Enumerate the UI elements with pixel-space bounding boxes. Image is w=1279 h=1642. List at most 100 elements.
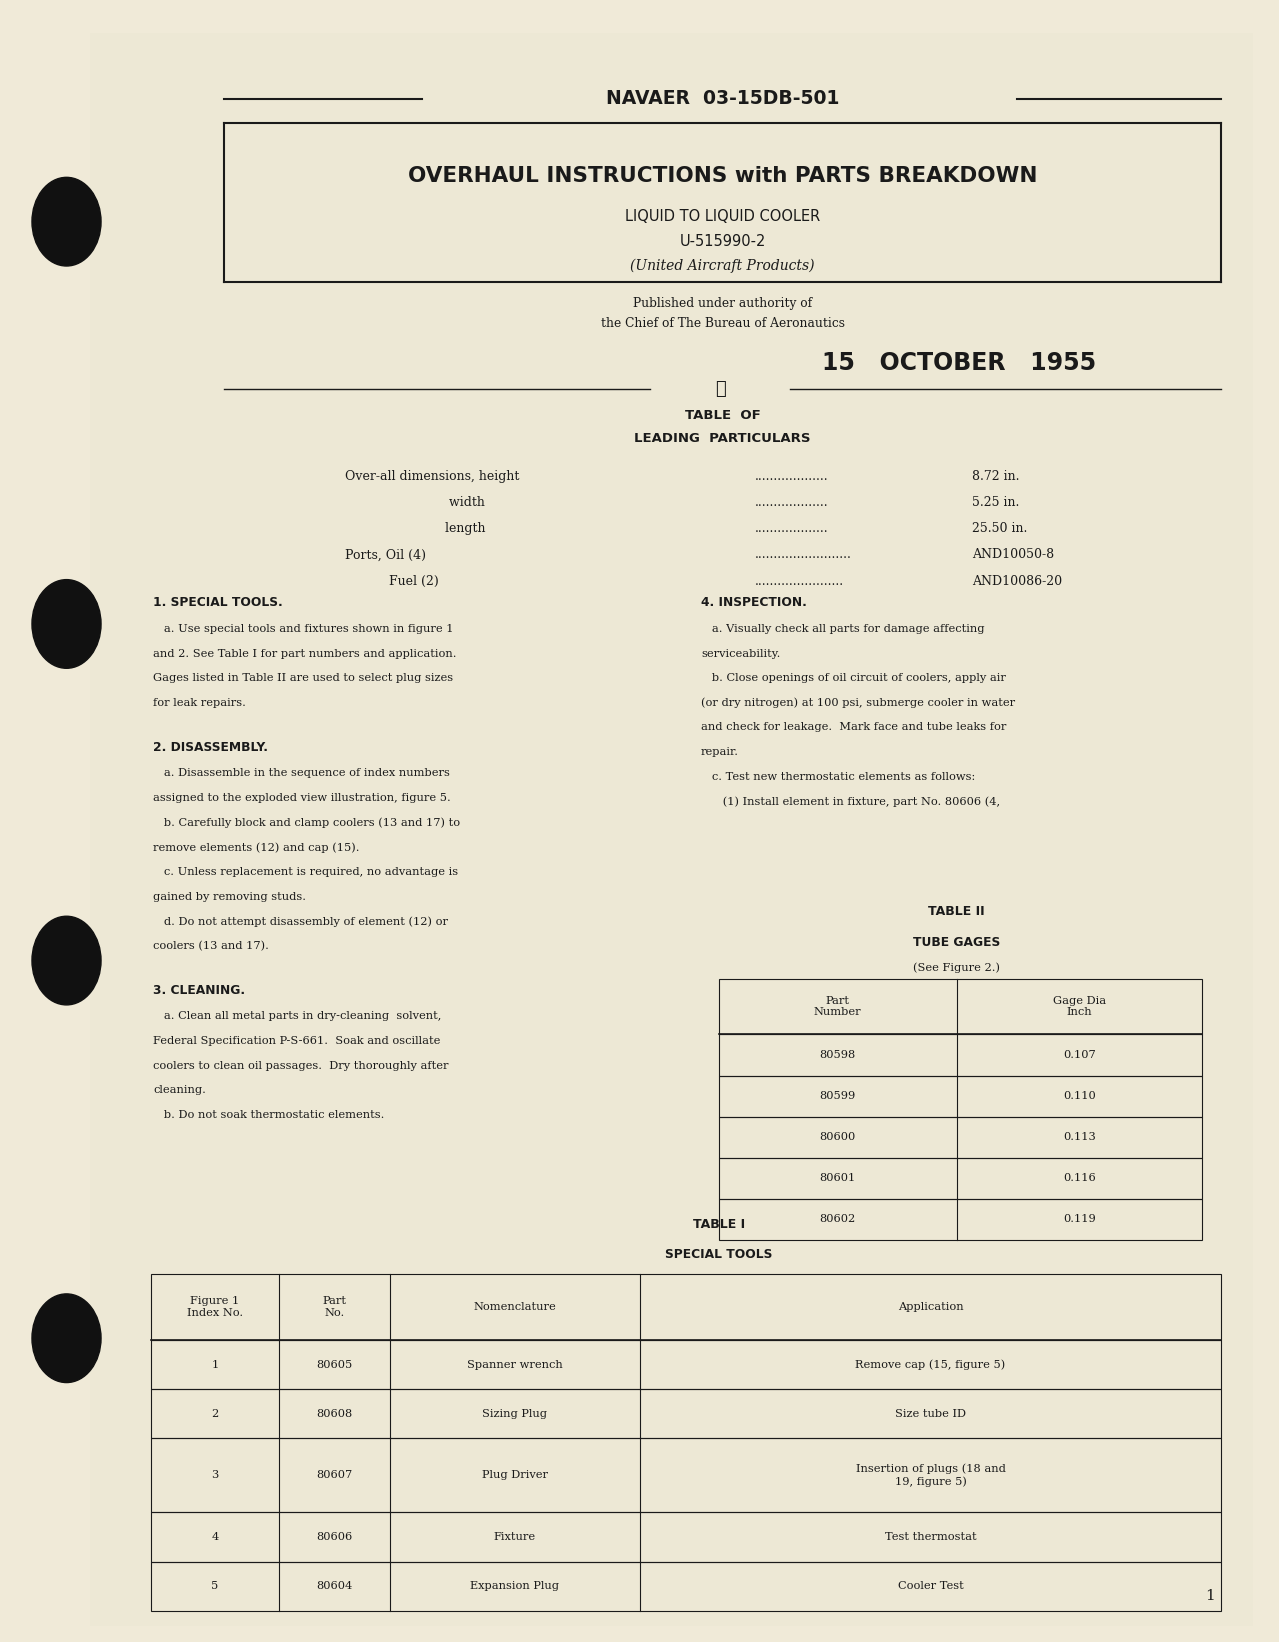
Text: c. Unless replacement is required, no advantage is: c. Unless replacement is required, no ad… bbox=[153, 867, 459, 877]
Text: Application: Application bbox=[898, 1302, 963, 1312]
Text: 1: 1 bbox=[211, 1360, 219, 1369]
Text: repair.: repair. bbox=[701, 747, 739, 757]
Text: NAVAER  03-15DB-501: NAVAER 03-15DB-501 bbox=[606, 89, 839, 108]
Text: (United Aircraft Products): (United Aircraft Products) bbox=[631, 259, 815, 273]
Text: LIQUID TO LIQUID COOLER: LIQUID TO LIQUID COOLER bbox=[625, 209, 820, 225]
Text: b. Close openings of oil circuit of coolers, apply air: b. Close openings of oil circuit of cool… bbox=[701, 673, 1005, 683]
Text: 5: 5 bbox=[211, 1581, 219, 1591]
Text: 4: 4 bbox=[211, 1532, 219, 1542]
Text: cleaning.: cleaning. bbox=[153, 1085, 206, 1095]
Text: Federal Specification P-S-661.  Soak and oscillate: Federal Specification P-S-661. Soak and … bbox=[153, 1036, 441, 1046]
Text: 80600: 80600 bbox=[820, 1131, 856, 1143]
Text: Published under authority of: Published under authority of bbox=[633, 297, 812, 310]
Text: ★: ★ bbox=[715, 381, 725, 397]
Bar bbox=[151, 1274, 1221, 1340]
Bar bbox=[151, 1438, 1221, 1512]
Text: Gage Dia
Inch: Gage Dia Inch bbox=[1053, 995, 1106, 1018]
Text: Expansion Plug: Expansion Plug bbox=[471, 1581, 559, 1591]
Text: 80606: 80606 bbox=[316, 1532, 353, 1542]
Text: 80601: 80601 bbox=[820, 1172, 856, 1184]
Text: TABLE  OF: TABLE OF bbox=[684, 409, 761, 422]
Text: (See Figure 2.): (See Figure 2.) bbox=[913, 962, 1000, 972]
Text: 80604: 80604 bbox=[316, 1581, 353, 1591]
Text: 80602: 80602 bbox=[820, 1213, 856, 1225]
Text: a. Disassemble in the sequence of index numbers: a. Disassemble in the sequence of index … bbox=[153, 768, 450, 778]
Text: Test thermostat: Test thermostat bbox=[885, 1532, 976, 1542]
Text: 0.113: 0.113 bbox=[1063, 1131, 1096, 1143]
Text: 80598: 80598 bbox=[820, 1049, 856, 1061]
Text: 3: 3 bbox=[211, 1470, 219, 1481]
Text: 25.50 in.: 25.50 in. bbox=[972, 522, 1027, 535]
Text: (1) Install element in fixture, part No. 80606 (4,: (1) Install element in fixture, part No.… bbox=[701, 796, 1000, 806]
Text: Over-all dimensions, height: Over-all dimensions, height bbox=[345, 470, 519, 483]
Text: 80605: 80605 bbox=[316, 1360, 353, 1369]
Bar bbox=[719, 1158, 1202, 1199]
Bar bbox=[151, 1512, 1221, 1562]
Text: a. Clean all metal parts in dry-cleaning  solvent,: a. Clean all metal parts in dry-cleaning… bbox=[153, 1011, 441, 1021]
Text: (or dry nitrogen) at 100 psi, submerge cooler in water: (or dry nitrogen) at 100 psi, submerge c… bbox=[701, 698, 1016, 708]
Bar bbox=[151, 1562, 1221, 1611]
Text: and 2. See Table I for part numbers and application.: and 2. See Table I for part numbers and … bbox=[153, 649, 457, 658]
Text: c. Test new thermostatic elements as follows:: c. Test new thermostatic elements as fol… bbox=[701, 772, 975, 782]
Text: remove elements (12) and cap (15).: remove elements (12) and cap (15). bbox=[153, 842, 359, 852]
Bar bbox=[719, 1076, 1202, 1117]
Text: width: width bbox=[345, 496, 485, 509]
Text: 5.25 in.: 5.25 in. bbox=[972, 496, 1019, 509]
Text: 80607: 80607 bbox=[316, 1470, 353, 1481]
Text: 4. INSPECTION.: 4. INSPECTION. bbox=[701, 596, 807, 609]
Text: 3. CLEANING.: 3. CLEANING. bbox=[153, 984, 246, 997]
Circle shape bbox=[32, 916, 101, 1005]
Text: 0.110: 0.110 bbox=[1063, 1090, 1096, 1102]
Text: 2: 2 bbox=[211, 1409, 219, 1419]
Text: Fixture: Fixture bbox=[494, 1532, 536, 1542]
Text: Size tube ID: Size tube ID bbox=[895, 1409, 966, 1419]
Text: 8.72 in.: 8.72 in. bbox=[972, 470, 1019, 483]
Text: OVERHAUL INSTRUCTIONS with PARTS BREAKDOWN: OVERHAUL INSTRUCTIONS with PARTS BREAKDO… bbox=[408, 166, 1037, 186]
Text: Part
Number: Part Number bbox=[813, 995, 862, 1018]
Text: ...................: ................... bbox=[755, 496, 829, 509]
Text: the Chief of The Bureau of Aeronautics: the Chief of The Bureau of Aeronautics bbox=[601, 317, 844, 330]
Text: TABLE I: TABLE I bbox=[693, 1218, 744, 1232]
Bar bbox=[719, 1199, 1202, 1240]
Text: Cooler Test: Cooler Test bbox=[898, 1581, 963, 1591]
Text: 80608: 80608 bbox=[316, 1409, 353, 1419]
Bar bbox=[719, 1034, 1202, 1076]
Text: coolers to clean oil passages.  Dry thoroughly after: coolers to clean oil passages. Dry thoro… bbox=[153, 1061, 449, 1071]
Text: U-515990-2: U-515990-2 bbox=[679, 233, 766, 250]
Text: b. Do not soak thermostatic elements.: b. Do not soak thermostatic elements. bbox=[153, 1110, 385, 1120]
Text: Remove cap (15, figure 5): Remove cap (15, figure 5) bbox=[856, 1360, 1005, 1369]
Text: .........................: ......................... bbox=[755, 548, 852, 562]
Text: 2. DISASSEMBLY.: 2. DISASSEMBLY. bbox=[153, 741, 269, 754]
Text: a. Visually check all parts for damage affecting: a. Visually check all parts for damage a… bbox=[701, 624, 985, 634]
Text: Plug Driver: Plug Driver bbox=[482, 1470, 547, 1481]
Text: 1: 1 bbox=[1205, 1589, 1215, 1603]
Text: SPECIAL TOOLS: SPECIAL TOOLS bbox=[665, 1248, 773, 1261]
Text: Sizing Plug: Sizing Plug bbox=[482, 1409, 547, 1419]
Text: length: length bbox=[345, 522, 486, 535]
Text: and check for leakage.  Mark face and tube leaks for: and check for leakage. Mark face and tub… bbox=[701, 722, 1007, 732]
Text: Figure 1
Index No.: Figure 1 Index No. bbox=[187, 1296, 243, 1319]
Text: .......................: ....................... bbox=[755, 575, 844, 588]
Text: Ports, Oil (4): Ports, Oil (4) bbox=[345, 548, 426, 562]
Text: 0.107: 0.107 bbox=[1063, 1049, 1096, 1061]
Text: d. Do not attempt disassembly of element (12) or: d. Do not attempt disassembly of element… bbox=[153, 916, 449, 926]
Circle shape bbox=[32, 1294, 101, 1383]
Text: 0.119: 0.119 bbox=[1063, 1213, 1096, 1225]
Text: 80599: 80599 bbox=[820, 1090, 856, 1102]
Text: Part
No.: Part No. bbox=[322, 1296, 347, 1319]
FancyBboxPatch shape bbox=[90, 33, 1253, 1626]
Text: 0.116: 0.116 bbox=[1063, 1172, 1096, 1184]
Text: assigned to the exploded view illustration, figure 5.: assigned to the exploded view illustrati… bbox=[153, 793, 451, 803]
Text: TUBE GAGES: TUBE GAGES bbox=[913, 936, 1000, 949]
Text: ...................: ................... bbox=[755, 470, 829, 483]
Text: LEADING  PARTICULARS: LEADING PARTICULARS bbox=[634, 432, 811, 445]
Text: AND10086-20: AND10086-20 bbox=[972, 575, 1062, 588]
Circle shape bbox=[32, 580, 101, 668]
Text: a. Use special tools and fixtures shown in figure 1: a. Use special tools and fixtures shown … bbox=[153, 624, 454, 634]
Text: AND10050-8: AND10050-8 bbox=[972, 548, 1054, 562]
Text: for leak repairs.: for leak repairs. bbox=[153, 698, 247, 708]
Bar bbox=[151, 1389, 1221, 1438]
Circle shape bbox=[32, 177, 101, 266]
Text: Nomenclature: Nomenclature bbox=[473, 1302, 556, 1312]
Text: coolers (13 and 17).: coolers (13 and 17). bbox=[153, 941, 270, 951]
